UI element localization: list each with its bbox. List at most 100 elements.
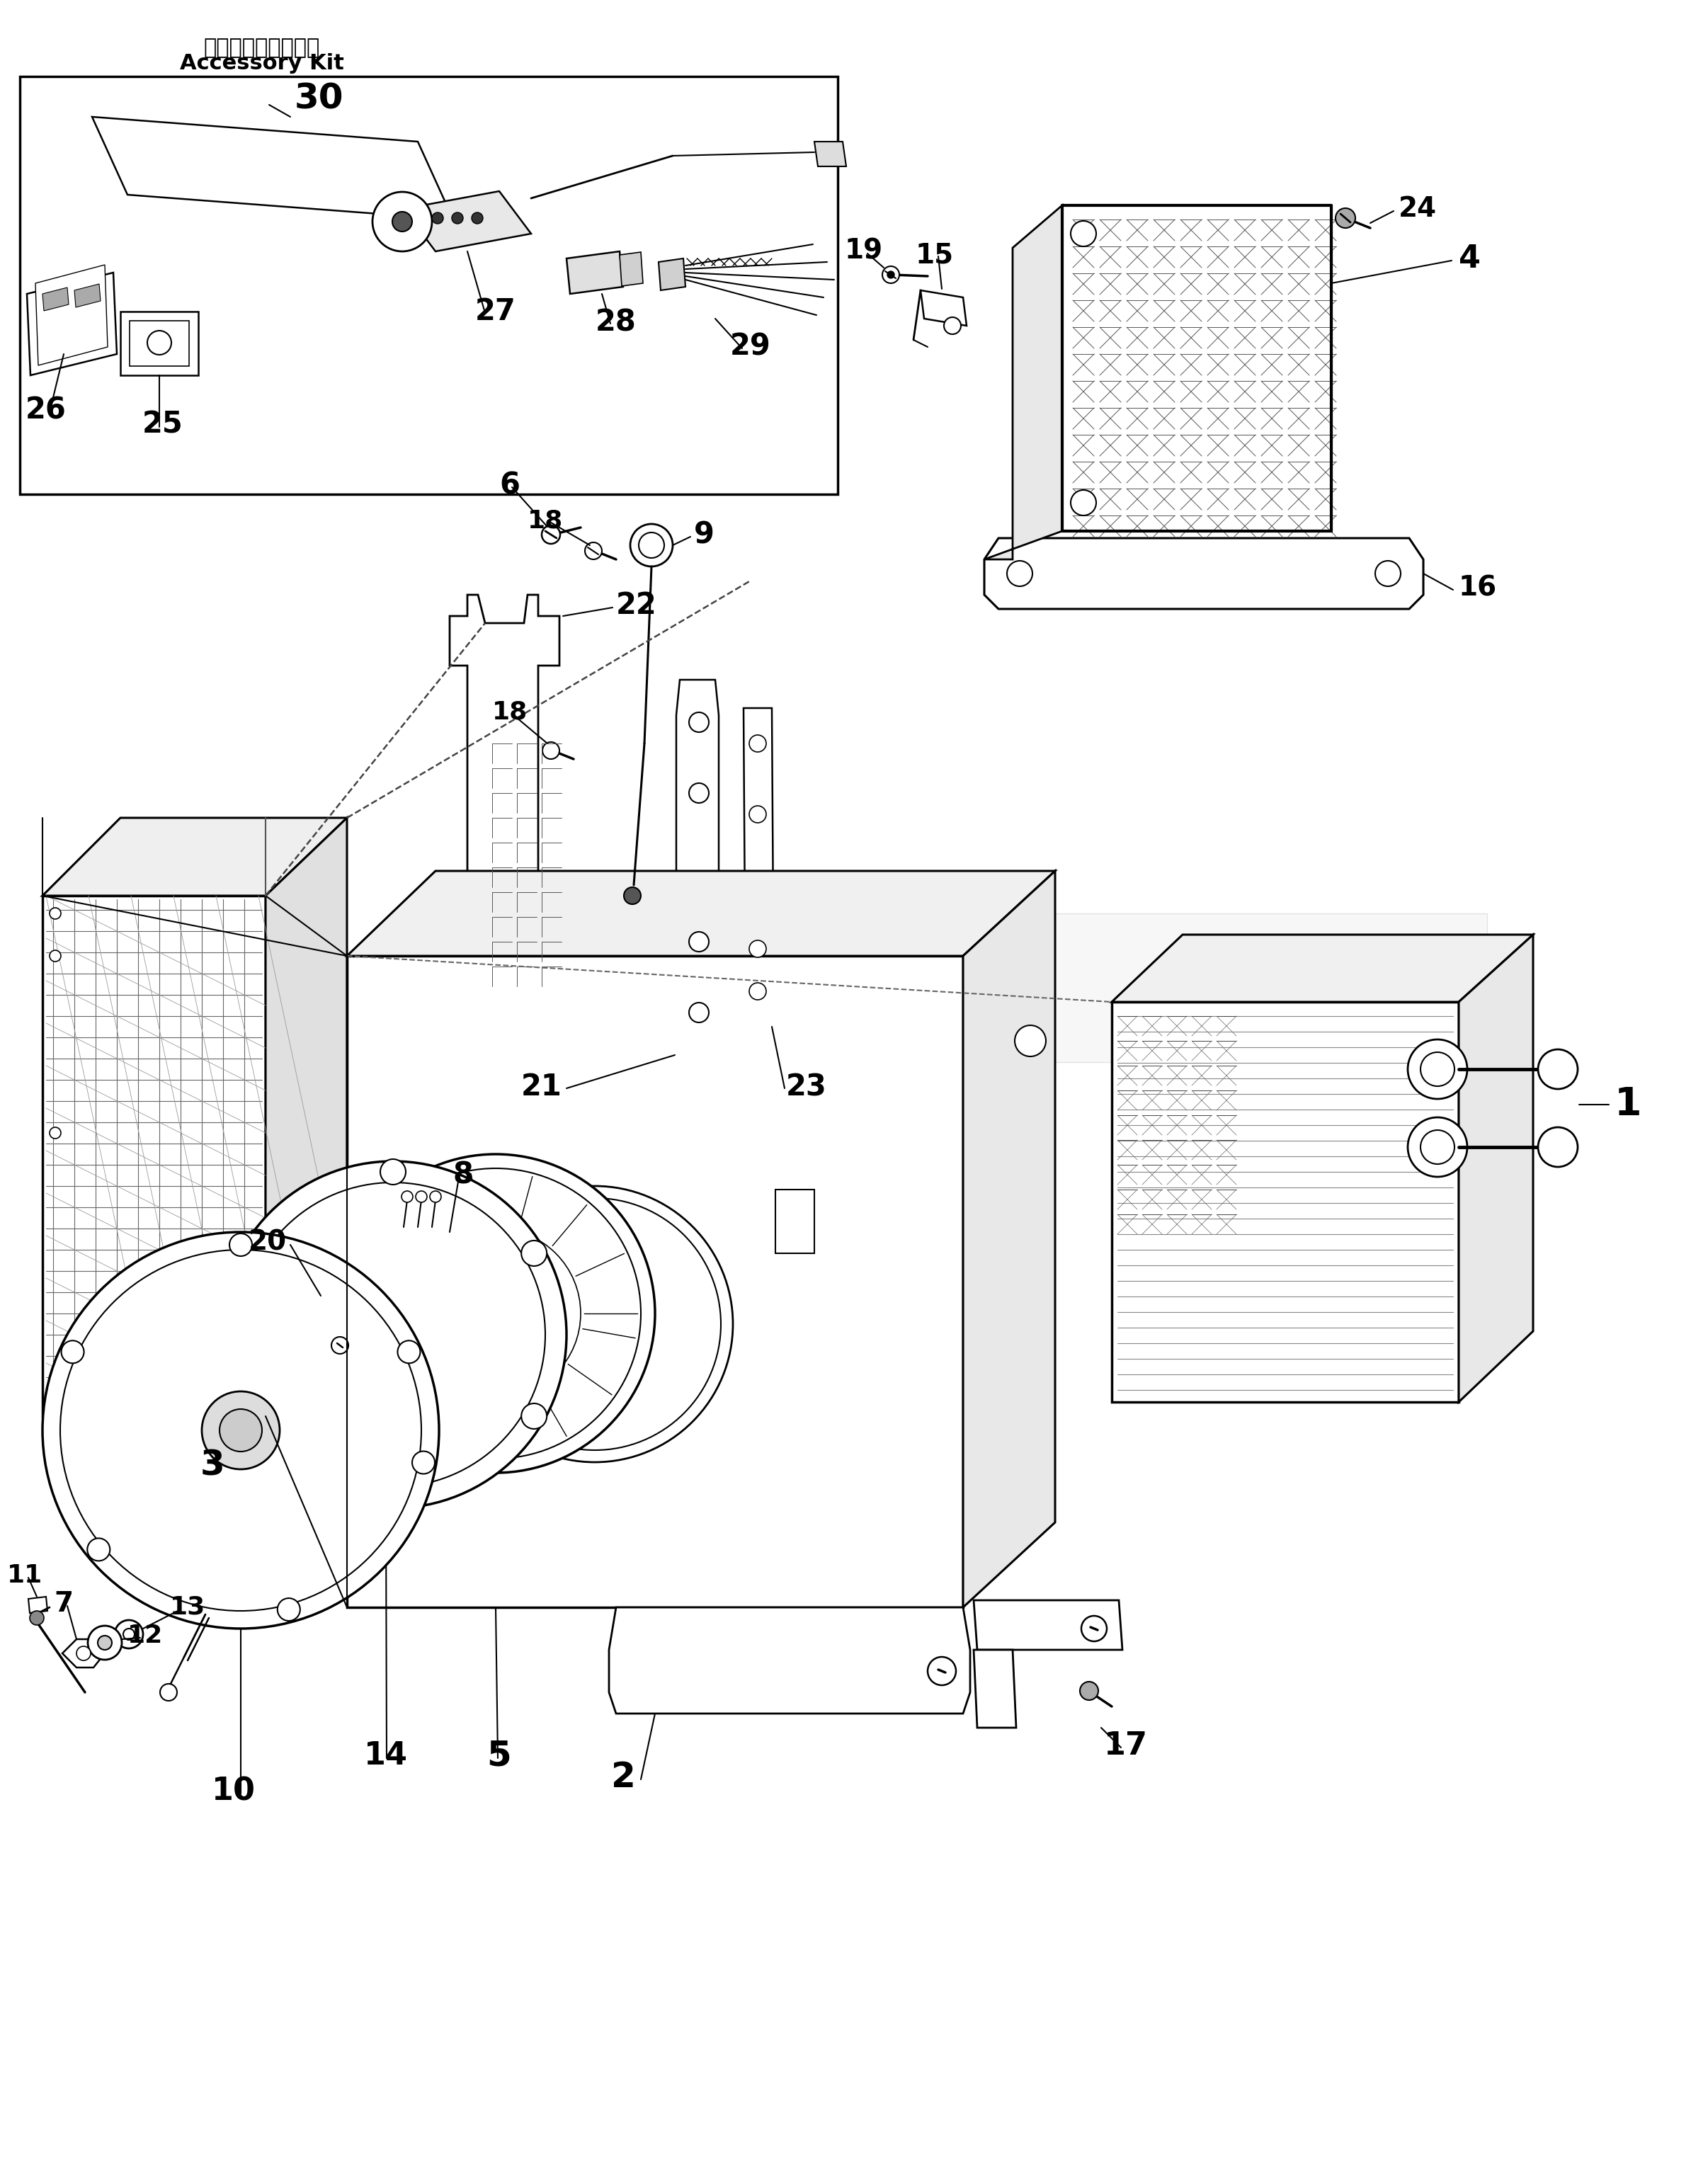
Circle shape (1336, 207, 1356, 227)
Polygon shape (347, 871, 1056, 956)
Polygon shape (29, 1596, 48, 1613)
Polygon shape (43, 819, 347, 895)
Circle shape (430, 1192, 441, 1203)
Circle shape (1079, 1681, 1098, 1701)
Text: 23: 23 (786, 1072, 827, 1102)
Circle shape (750, 806, 767, 823)
Text: 1: 1 (1614, 1085, 1641, 1124)
Polygon shape (567, 251, 623, 295)
Polygon shape (610, 1607, 970, 1714)
Circle shape (1081, 1615, 1107, 1642)
Polygon shape (120, 312, 198, 375)
Text: 8: 8 (453, 1161, 473, 1190)
Circle shape (61, 1340, 84, 1362)
Circle shape (945, 317, 962, 334)
Polygon shape (974, 1600, 1122, 1650)
Polygon shape (403, 192, 531, 251)
Circle shape (29, 1611, 44, 1624)
Circle shape (350, 1168, 640, 1458)
Polygon shape (43, 288, 68, 310)
Polygon shape (27, 273, 116, 375)
Text: 21: 21 (521, 1072, 562, 1102)
Polygon shape (92, 118, 453, 220)
Text: 11: 11 (7, 1563, 43, 1587)
Polygon shape (61, 1639, 104, 1668)
Circle shape (97, 1635, 113, 1650)
Polygon shape (815, 142, 845, 166)
Circle shape (927, 1657, 956, 1685)
Circle shape (750, 736, 767, 751)
Text: 20: 20 (248, 1229, 287, 1255)
Circle shape (1008, 561, 1032, 587)
Polygon shape (676, 679, 719, 1054)
Text: 30: 30 (294, 83, 343, 116)
Circle shape (1375, 561, 1401, 587)
Circle shape (147, 330, 171, 356)
Circle shape (87, 1539, 109, 1561)
Circle shape (331, 1336, 348, 1353)
Circle shape (372, 192, 432, 251)
Text: 15: 15 (915, 242, 953, 269)
Circle shape (543, 742, 560, 760)
Circle shape (381, 1484, 407, 1511)
Circle shape (471, 1288, 521, 1338)
Polygon shape (1037, 912, 1488, 1063)
Text: 5: 5 (487, 1740, 511, 1773)
Text: 3: 3 (200, 1450, 225, 1482)
Circle shape (50, 1126, 61, 1140)
Circle shape (401, 1192, 413, 1203)
Circle shape (398, 1340, 420, 1362)
Circle shape (688, 712, 709, 731)
Circle shape (239, 1240, 265, 1266)
Text: 28: 28 (596, 308, 637, 336)
Circle shape (381, 1159, 407, 1185)
Polygon shape (1112, 1002, 1459, 1401)
Polygon shape (974, 1650, 1016, 1727)
Text: 29: 29 (729, 332, 770, 362)
Circle shape (521, 1404, 547, 1430)
Polygon shape (323, 1260, 407, 1338)
Bar (20, 76, 837, 493)
Circle shape (50, 1375, 61, 1386)
Circle shape (50, 950, 61, 961)
Circle shape (1071, 489, 1097, 515)
Circle shape (750, 941, 767, 958)
Circle shape (220, 1408, 261, 1452)
Circle shape (521, 1240, 547, 1266)
Text: Accessory Kit: Accessory Kit (179, 52, 343, 74)
Polygon shape (984, 539, 1423, 609)
Text: 10: 10 (212, 1777, 256, 1808)
Text: 18: 18 (528, 509, 564, 533)
Circle shape (1537, 1126, 1578, 1168)
Text: アクセサリーキット: アクセサリーキット (203, 37, 319, 59)
Polygon shape (130, 321, 190, 367)
Circle shape (1071, 220, 1097, 247)
Text: 9: 9 (693, 520, 714, 550)
Circle shape (883, 266, 900, 284)
Polygon shape (1112, 934, 1534, 1002)
Polygon shape (659, 258, 685, 290)
Circle shape (60, 1249, 422, 1611)
Polygon shape (265, 819, 347, 1417)
Bar (775, 1190, 815, 1253)
Circle shape (393, 212, 412, 231)
Text: 17: 17 (1103, 1731, 1148, 1762)
Polygon shape (36, 264, 108, 365)
Circle shape (630, 524, 673, 565)
Circle shape (336, 1155, 654, 1474)
Text: 26: 26 (26, 395, 67, 426)
Circle shape (1537, 1050, 1578, 1089)
Text: 19: 19 (845, 238, 883, 264)
Circle shape (688, 1002, 709, 1022)
Text: 6: 6 (499, 469, 521, 500)
Text: 18: 18 (492, 699, 528, 723)
Circle shape (688, 932, 709, 952)
Circle shape (415, 1192, 427, 1203)
Circle shape (456, 1185, 733, 1463)
Circle shape (1421, 1052, 1455, 1087)
Text: 13: 13 (169, 1596, 205, 1620)
Circle shape (50, 1388, 61, 1401)
Circle shape (239, 1404, 265, 1430)
Polygon shape (1062, 205, 1331, 530)
Circle shape (623, 886, 640, 904)
